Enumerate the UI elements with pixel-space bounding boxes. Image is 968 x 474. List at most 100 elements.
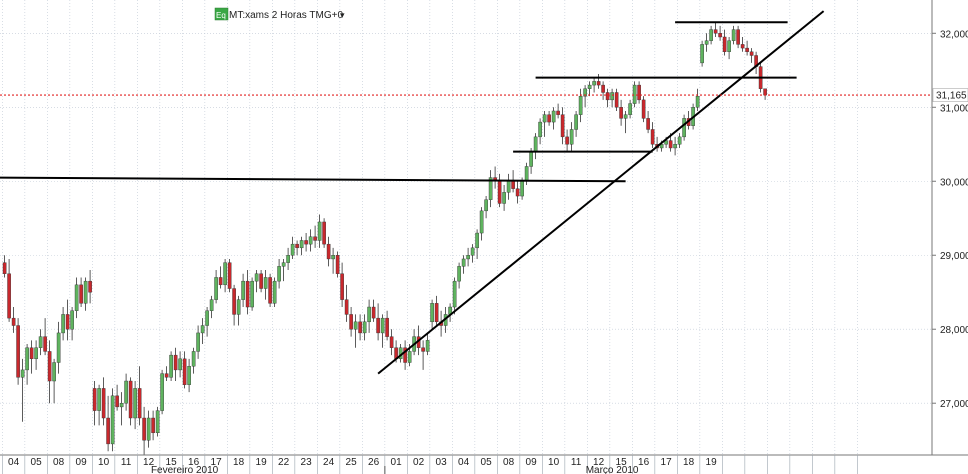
plot-background [0,0,932,455]
candle-32 [146,410,151,448]
candle-body-up [317,221,322,241]
candle-body-down [596,81,601,86]
y-tick-label-5: 32,000 [940,29,968,40]
candle-body-down [335,255,340,274]
candle-body-down [650,129,655,145]
candle-149 [673,136,677,156]
candle-body-down [79,284,83,304]
candle-137 [619,99,623,126]
x-tick-label-20: 04 [458,457,470,468]
candle-57 [259,270,263,293]
candle-51 [232,284,236,326]
candle-66 [299,236,304,256]
candle-body-up [362,321,367,334]
candle-body-up [673,144,677,149]
x-tick-label-10: 18 [233,457,245,468]
candle-body-up [664,140,668,145]
candle-86 [389,329,394,356]
candle-82 [371,299,376,322]
candle-body-down [745,47,749,52]
candle-body-down [637,84,641,101]
symbol-badge-text: Eq [216,11,226,20]
candle-81 [367,299,371,333]
candle-34 [155,406,160,437]
candle-body-up [70,310,74,330]
candle-body-up [727,40,731,52]
candle-163 [736,25,740,49]
candle-body-up [578,95,583,115]
candle-77 [349,307,353,337]
candle-120 [542,110,547,137]
candle-body-up [479,210,484,234]
x-tick-label-9: 17 [211,457,223,468]
candle-body-up [551,110,556,123]
candle-25 [115,384,119,411]
candle-body-up [704,40,709,45]
candle-body-down [218,277,223,286]
candle-140 [632,81,637,108]
candle-body-down [722,36,727,52]
candle-69 [313,225,317,248]
candle-body-up [286,255,290,263]
x-axis: 04 05 08 09 10 11 12 15 16 17 18 19 22 23 24 25 26 01 02 03… [2,455,858,474]
x-tick-label-14: 24 [323,457,335,468]
candle-164 [740,36,745,52]
candle-40 [182,351,187,389]
trendline-0[interactable] [377,10,825,375]
candle-body-down [619,107,623,119]
x-tick-label-1: 05 [31,457,43,468]
candle-body-down [349,314,353,330]
candle-body-up [695,95,700,108]
candle-95 [430,299,434,330]
candle-body-up [529,151,533,167]
candle-50 [227,258,232,293]
candle-body-up [502,192,506,204]
candle-8 [38,329,43,356]
x-tick-label-15: 25 [346,457,358,468]
candle-body-up [272,280,277,304]
candle-body-up [308,236,313,245]
candle-73 [331,247,335,274]
candle-142 [641,96,646,123]
x-tick-label-2: 08 [53,457,65,468]
candle-121 [547,110,551,126]
x-tick-label-29: 17 [661,457,673,468]
candle-body-up [178,358,182,371]
chevron-down-icon[interactable]: ▾ [340,11,345,21]
candle-body-up [488,177,493,200]
candle-body-up [484,199,488,212]
candle-body-up [236,299,241,315]
candle-body-down [164,373,169,378]
candle-body-down [403,347,407,363]
candle-39 [178,351,182,378]
x-tick-label-31: 19 [706,457,718,468]
trendline-1[interactable] [0,176,626,183]
y-tick-label-0: 27,000 [940,399,968,410]
candle-body-down [304,240,308,245]
candle-body-up [83,280,88,304]
candle-body-up [632,84,637,104]
candle-body-up [52,362,56,382]
candle-138 [623,110,628,134]
current-price-badge-box [932,88,968,102]
candle-body-down [749,51,754,56]
candle-body-up [520,181,524,197]
candle-59 [268,273,272,308]
chart-header[interactable]: Eq MT:xams 2 Horas TMG+0 ▾ [214,7,345,21]
candle-126 [569,122,574,152]
candle-body-down [556,110,560,115]
candle-body-down [515,188,520,197]
candle-67 [304,233,308,252]
trendlines [0,10,825,375]
candle-105 [475,229,479,259]
candle-body-down [245,280,250,308]
candle-body-up [407,351,412,363]
candle-body-down [88,280,92,293]
candle-38 [173,347,178,382]
candle-136 [614,88,619,111]
y-tick-label-3: 30,000 [940,177,968,188]
candle-body-down [173,354,178,371]
candle-body-up [205,310,209,326]
candle-body-down [547,114,551,123]
